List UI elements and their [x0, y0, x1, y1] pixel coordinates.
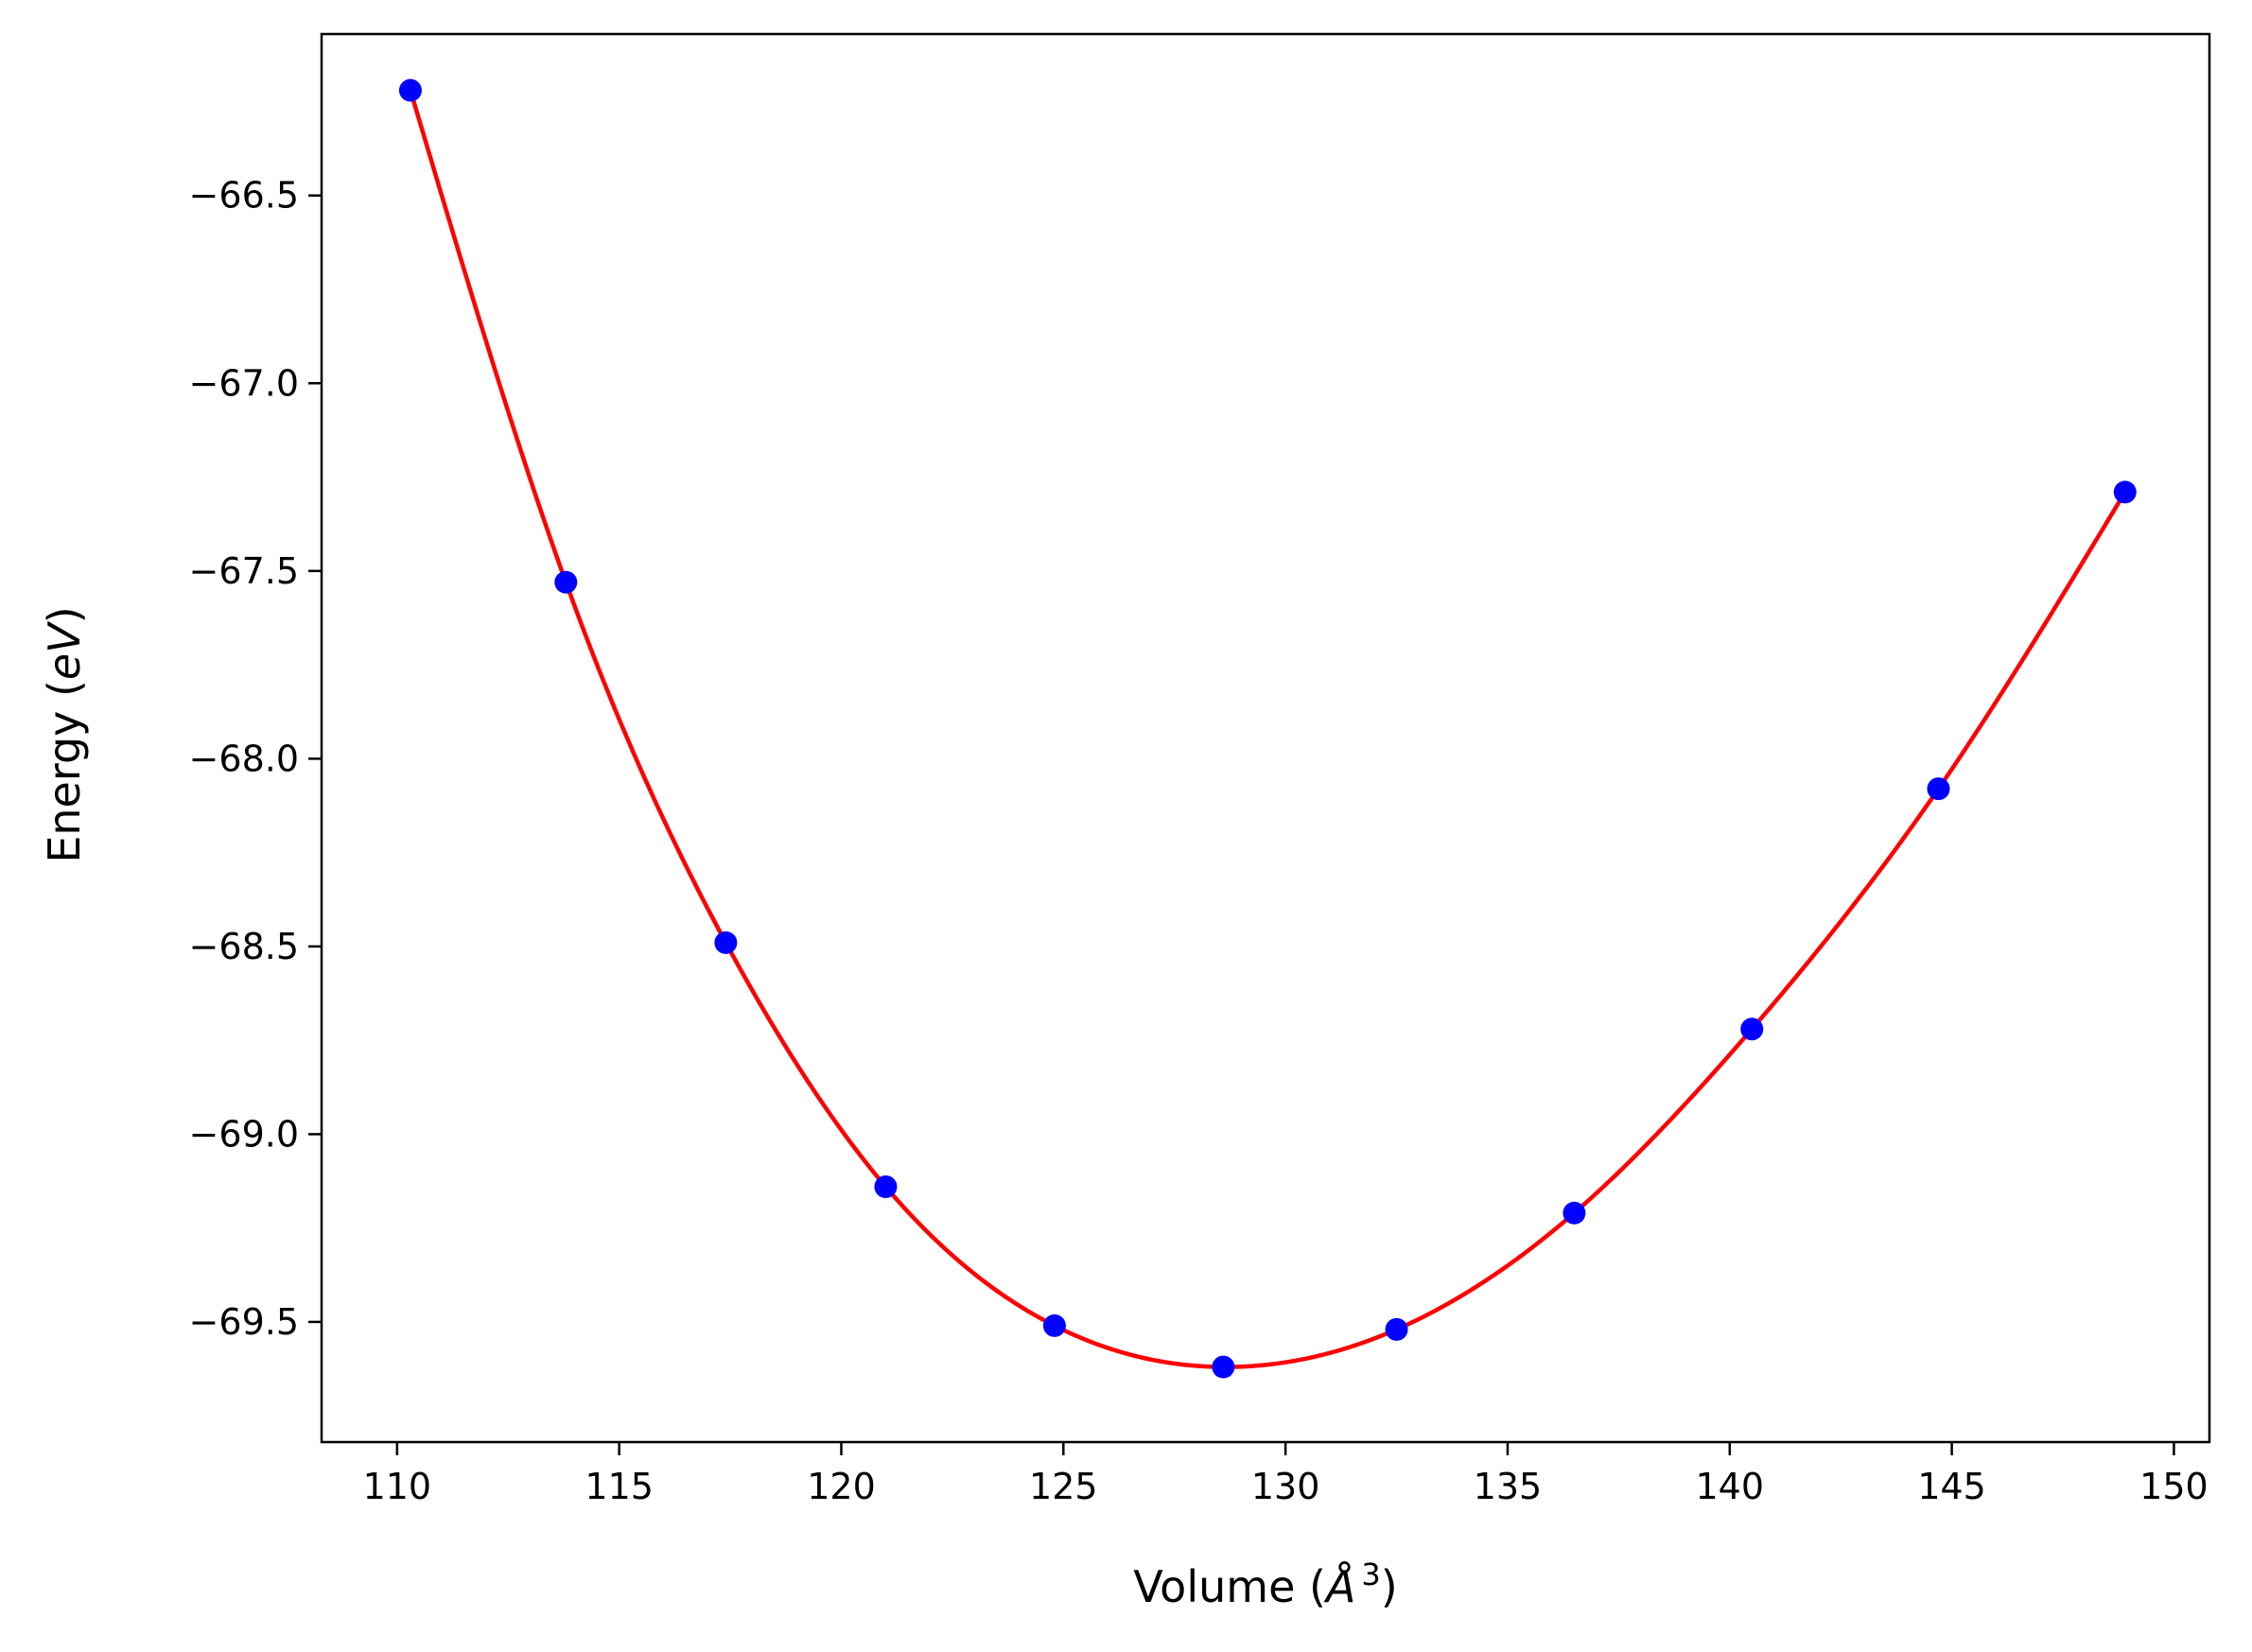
x-tick-label: 120 — [807, 1466, 876, 1507]
data-point — [1740, 1017, 1764, 1041]
x-tick-label: 130 — [1251, 1466, 1320, 1507]
y-tick-label: −67.0 — [189, 362, 299, 404]
data-point — [1385, 1317, 1408, 1341]
data-point — [714, 930, 738, 954]
x-tick-label: 110 — [363, 1466, 432, 1507]
y-tick-label: −67.5 — [189, 550, 299, 592]
data-point — [2113, 480, 2137, 504]
data-point — [1927, 777, 1950, 801]
data-point — [554, 570, 578, 594]
x-tick-label: 150 — [2139, 1466, 2208, 1507]
x-axis-label-prefix: Volume ( — [1133, 1561, 1326, 1612]
plot-frame — [320, 32, 2211, 1444]
y-axis-label-suffix: ) — [39, 606, 90, 623]
x-axis-label-symbol: Å — [1323, 1561, 1355, 1612]
data-point — [1212, 1355, 1235, 1379]
y-tick-label: −69.0 — [189, 1113, 299, 1155]
y-axis-label: Energy (eV) — [39, 606, 90, 862]
fit-curve — [408, 89, 2127, 1369]
data-points-layer — [398, 78, 2137, 1379]
y-axis-label-unit: eV — [39, 620, 90, 680]
y-axis-label-prefix: Energy ( — [39, 680, 90, 863]
y-axis-ticks: −66.5 −67.0 −67.5 −68.0 −68.5 −69.0 −69.5 — [189, 175, 322, 1343]
x-tick-label: 115 — [585, 1466, 654, 1507]
fit-curve-layer — [408, 89, 2127, 1369]
x-tick-label: 135 — [1474, 1466, 1543, 1507]
x-axis-label-suffix: ) — [1381, 1561, 1398, 1612]
data-point — [1042, 1313, 1066, 1337]
y-tick-label: −66.5 — [189, 175, 299, 217]
x-tick-label: 140 — [1696, 1466, 1765, 1507]
y-tick-label: −68.5 — [189, 926, 299, 967]
y-tick-label: −69.5 — [189, 1301, 299, 1343]
x-axis-label-superscript: 3 — [1361, 1556, 1380, 1592]
data-point — [874, 1174, 898, 1198]
data-point — [1562, 1201, 1586, 1225]
y-tick-label: −68.0 — [189, 738, 299, 779]
x-tick-label: 125 — [1029, 1466, 1098, 1507]
data-point — [398, 78, 422, 102]
x-tick-label: 145 — [1917, 1466, 1986, 1507]
x-axis-label: Volume (Å 3) — [1133, 1556, 1397, 1612]
x-axis-ticks: 110 115 120 125 130 135 140 145 150 — [363, 1442, 2208, 1507]
plot-area — [320, 32, 2211, 1444]
